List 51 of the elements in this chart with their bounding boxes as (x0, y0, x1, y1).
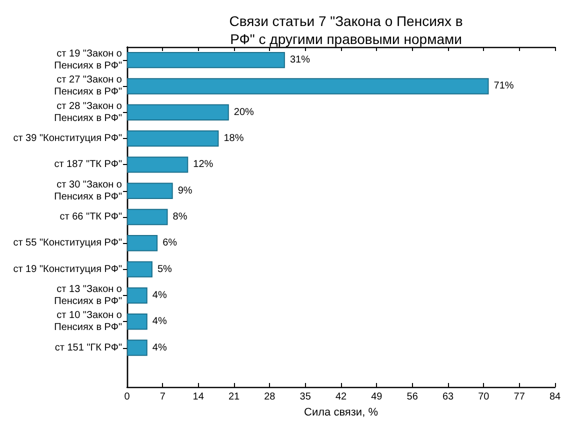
x-tick-label: 0 (124, 392, 130, 402)
data-label: 71% (494, 80, 514, 92)
x-tick-label: 14 (192, 392, 204, 402)
data-label: 5% (157, 264, 172, 275)
data-label: 4% (152, 342, 167, 354)
bar (127, 130, 219, 147)
y-tick-label: ст 19 "Конституция РФ" (13, 264, 122, 275)
x-tick-label: 35 (300, 392, 312, 402)
data-label: 4% (152, 316, 167, 328)
bar (127, 182, 173, 199)
y-tick-label: ст 187 "ТК РФ" (54, 159, 122, 170)
data-label: 12% (193, 159, 214, 170)
data-label: 31% (290, 54, 310, 66)
bar (127, 208, 168, 226)
x-tick-label: 49 (371, 392, 383, 402)
y-tick-label: ст 10 "Закон о Пенсиях в РФ" (54, 310, 122, 334)
x-tick-label: 28 (264, 392, 276, 402)
y-tick-label: ст 151 "ГК РФ" (54, 342, 122, 354)
x-tick-label: 77 (514, 392, 526, 402)
data-label: 20% (234, 106, 254, 118)
x-tick-label: 70 (478, 392, 490, 402)
bar (127, 287, 148, 304)
x-tick-label: 21 (228, 392, 240, 402)
y-tick-label: ст 27 "Закон о Пенсиях в РФ" (54, 74, 122, 98)
x-axis-title: Сила связи, % (304, 406, 378, 418)
y-tick-label: ст 19 "Закон о Пенсиях в РФ" (54, 48, 122, 72)
y-tick-label: ст 28 "Закон о Пенсиях в РФ" (54, 100, 122, 124)
data-label: 4% (152, 290, 167, 301)
bar (127, 52, 285, 68)
bar (127, 78, 489, 94)
chart-title: Связи статьи 7 "Закона о Пенсиях в РФ" с другими правовыми нормами (229, 13, 463, 47)
data-label: 9% (178, 185, 192, 196)
x-tick-label: 63 (442, 392, 454, 402)
x-tick-label: 56 (406, 392, 418, 402)
y-tick-label: ст 66 "ТК РФ" (60, 212, 122, 222)
x-tick-label: 42 (335, 392, 347, 402)
bar (127, 340, 148, 356)
data-label: 8% (172, 212, 188, 222)
x-tick-label: 7 (160, 392, 166, 402)
y-tick-label: ст 55 "Конституция РФ" (13, 238, 122, 249)
bar (127, 261, 152, 278)
y-tick-label: ст 13 "Закон о Пенсиях в РФ" (54, 284, 122, 307)
bar (127, 235, 158, 252)
x-tick-label: 84 (549, 392, 561, 402)
y-tick-label: ст 39 "Конституция РФ" (13, 133, 122, 144)
data-label: 18% (224, 133, 244, 144)
bar (127, 156, 188, 173)
y-tick-label: ст 30 "Закон о Пенсиях в РФ" (54, 179, 122, 202)
bar (127, 314, 148, 330)
data-label: 6% (162, 238, 178, 249)
bar (127, 104, 229, 120)
